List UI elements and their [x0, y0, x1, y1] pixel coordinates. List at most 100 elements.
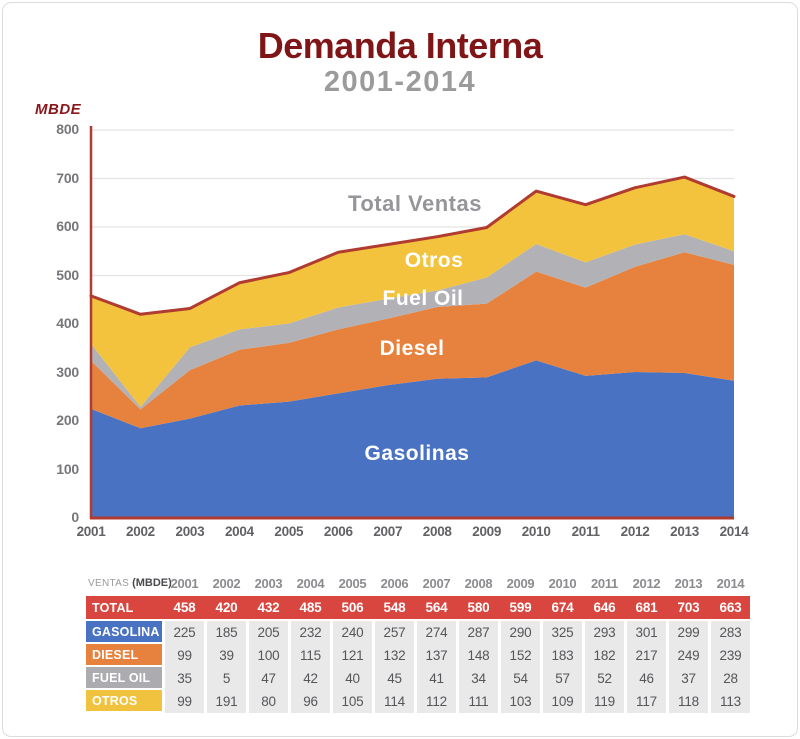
table-value: 57 [543, 667, 582, 690]
table-value: 34 [459, 667, 498, 690]
row-label: FUEL OIL [86, 667, 162, 690]
label-fuel-oil: Fuel Oil [382, 287, 464, 310]
x-tick-label: 2013 [670, 524, 699, 539]
table-value: 249 [669, 644, 708, 667]
x-tick-label: 2004 [224, 524, 254, 539]
x-tick-label: 2006 [323, 524, 353, 539]
table-header-unit: (MBDE) [132, 577, 172, 589]
table-value: 99 [165, 690, 204, 713]
table-value: 46 [627, 667, 666, 690]
table-value: 290 [501, 621, 540, 644]
table-year-header: 2012 [632, 575, 661, 591]
y-tick-label: 0 [71, 509, 79, 525]
table-value: 703 [677, 600, 700, 615]
table-value: 564 [425, 600, 448, 615]
table-value: 182 [585, 644, 624, 667]
x-tick-label: 2007 [373, 524, 403, 539]
table-value: 52 [585, 667, 624, 690]
table-value: 148 [459, 644, 498, 667]
x-tick-label: 2011 [571, 524, 600, 539]
table-row-gasolina: GASOLINA 225 185 205 232 240 257 274 287 290 325 29… [86, 621, 750, 644]
table-value: 485 [299, 600, 322, 615]
table-value: 119 [585, 690, 624, 713]
table-value: 225 [165, 621, 204, 644]
table-value: 257 [375, 621, 414, 644]
table-value: 283 [711, 621, 750, 644]
table-value: 432 [257, 600, 280, 615]
y-tick-label: 800 [56, 121, 79, 137]
table-value: 674 [551, 600, 574, 615]
table-year-header: 2003 [254, 575, 283, 591]
area-otros [91, 177, 734, 407]
area-diesel [91, 252, 734, 429]
table-value: 458 [173, 600, 196, 615]
row-label: DIESEL [86, 644, 162, 667]
table-year-header: 2014 [716, 575, 745, 591]
y-axis-unit-label: MBDE [35, 101, 82, 118]
table-value: 115 [291, 644, 330, 667]
table-value: 114 [375, 690, 414, 713]
table-value: 105 [333, 690, 372, 713]
table-value: 111 [459, 690, 498, 713]
row-label: TOTAL [92, 600, 134, 615]
x-tick-label: 2010 [521, 524, 551, 539]
x-tick-label: 2012 [620, 524, 650, 539]
y-tick-label: 600 [56, 218, 79, 234]
table-value: 506 [341, 600, 364, 615]
table-value: 118 [669, 690, 708, 713]
table-value: 121 [333, 644, 372, 667]
stacked-area-chart [89, 126, 736, 520]
table-value: 96 [291, 690, 330, 713]
table-year-header: 2006 [380, 575, 409, 591]
table-value: 185 [207, 621, 246, 644]
table-value: 99 [165, 644, 204, 667]
table-value: 35 [165, 667, 204, 690]
table-value: 42 [291, 667, 330, 690]
table-value: 646 [593, 600, 616, 615]
label-otros: Otros [404, 249, 464, 272]
x-tick-label: 2001 [76, 524, 106, 539]
row-label: OTROS [86, 690, 162, 713]
table-year-header: 2009 [506, 575, 535, 591]
table-value: 580 [467, 600, 490, 615]
table-value: 112 [417, 690, 456, 713]
table-year-header: 2002 [212, 575, 241, 591]
table-year-header: 2005 [338, 575, 367, 591]
table-value: 191 [207, 690, 246, 713]
table-row-total: TOTAL 458 420 432 485 506 548 564 580 599 674 646 68… [86, 596, 750, 619]
table-value: 663 [719, 600, 742, 615]
table-year-header: 2001 [170, 575, 199, 591]
table-value: 293 [585, 621, 624, 644]
table-header-label: VENTAS (MBDE) [86, 573, 172, 593]
total-ventas-line [89, 175, 736, 316]
table-value: 287 [459, 621, 498, 644]
table-row-fuel-oil: FUEL OIL 35 5 47 42 40 45 41 34 54 57 52 46 37 28 [86, 667, 750, 690]
table-value: 103 [501, 690, 540, 713]
x-tick-label: 2003 [175, 524, 205, 539]
y-tick-label: 300 [56, 363, 79, 380]
label-gasolinas: Gasolinas [364, 442, 470, 465]
table-value: 217 [627, 644, 666, 667]
table-value: 137 [417, 644, 456, 667]
table-value: 132 [375, 644, 414, 667]
table-value: 28 [711, 667, 750, 690]
table-value: 80 [249, 690, 288, 713]
label-diesel: Diesel [379, 337, 445, 360]
table-value: 299 [669, 621, 708, 644]
table-value: 232 [291, 621, 330, 644]
table-value: 239 [711, 644, 750, 667]
x-tick-label: 2002 [126, 524, 155, 539]
y-tick-label: 200 [56, 412, 79, 428]
page-subtitle: 2001-2014 [323, 66, 477, 98]
x-tick-label: 2009 [472, 524, 502, 539]
table-year-header: 2011 [590, 575, 618, 591]
y-tick-label: 700 [56, 169, 79, 186]
table-value: 548 [383, 600, 406, 615]
table-header-row: VENTAS (MBDE) 2001 2002 2003 2004 2005 2006 2007… [86, 573, 750, 593]
table-year-header: 2013 [674, 575, 703, 591]
table-year-header: 2004 [296, 575, 325, 591]
row-label: GASOLINA [86, 621, 162, 644]
table-value: 100 [249, 644, 288, 667]
x-tick-label: 2005 [274, 524, 304, 539]
